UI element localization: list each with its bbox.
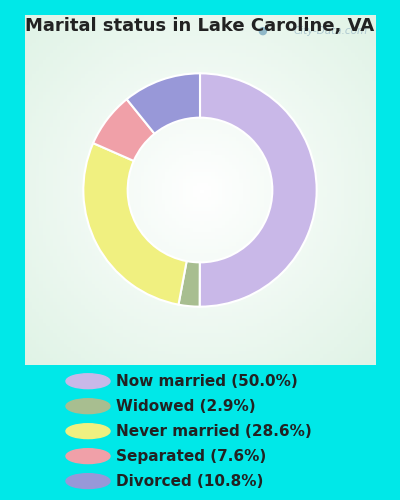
Wedge shape xyxy=(93,99,154,161)
Text: Separated (7.6%): Separated (7.6%) xyxy=(116,448,266,464)
Text: Marital status in Lake Caroline, VA: Marital status in Lake Caroline, VA xyxy=(26,18,374,36)
Circle shape xyxy=(66,448,110,464)
Wedge shape xyxy=(178,261,200,306)
Circle shape xyxy=(66,374,110,388)
Circle shape xyxy=(66,424,110,438)
Text: Never married (28.6%): Never married (28.6%) xyxy=(116,424,312,438)
Text: Widowed (2.9%): Widowed (2.9%) xyxy=(116,398,256,413)
Text: Divorced (10.8%): Divorced (10.8%) xyxy=(116,474,263,488)
Text: City-Data.com: City-Data.com xyxy=(294,26,368,36)
Circle shape xyxy=(66,399,110,413)
Wedge shape xyxy=(200,74,317,306)
Circle shape xyxy=(66,474,110,488)
Text: ●: ● xyxy=(258,26,268,36)
Wedge shape xyxy=(83,143,187,304)
Text: Now married (50.0%): Now married (50.0%) xyxy=(116,374,298,388)
Wedge shape xyxy=(127,74,200,134)
